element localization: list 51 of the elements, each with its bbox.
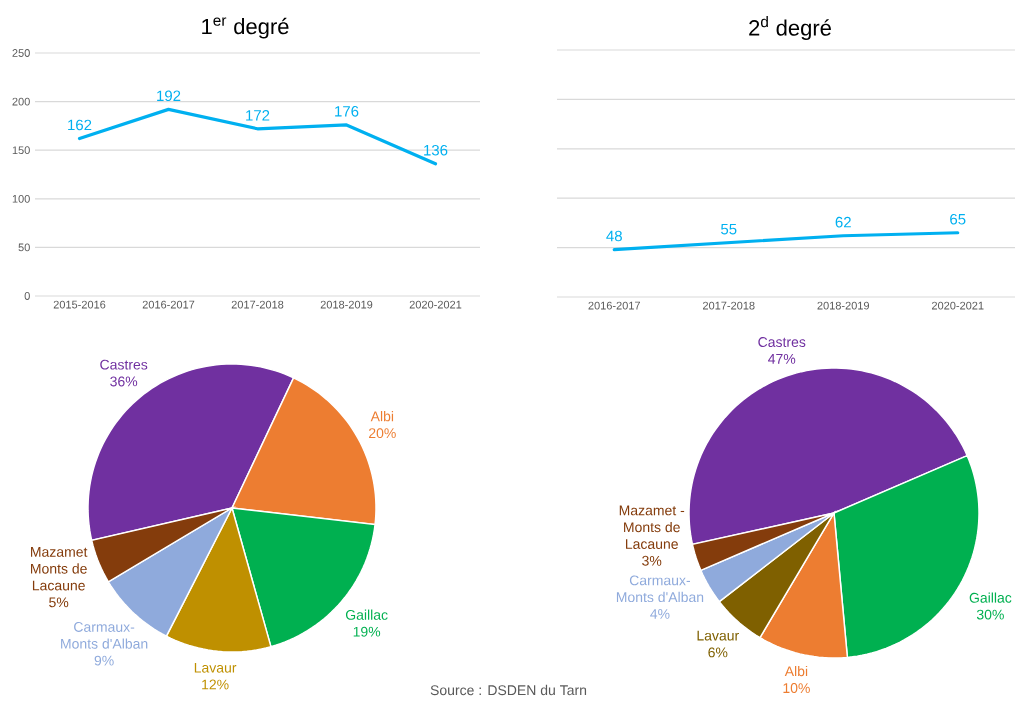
- data-label: 19%: [353, 626, 381, 637]
- data-label: 65: [950, 213, 966, 225]
- data-label: 5%: [49, 597, 69, 608]
- x-tick-label: 2020-2021: [932, 301, 984, 310]
- data-label: 172: [246, 110, 270, 121]
- slice-label: Castres: [758, 337, 806, 348]
- data-label: 62: [835, 216, 851, 228]
- y-tick-label: 250: [12, 49, 30, 57]
- slice-label: Carmaux-Monts d'Alban: [616, 575, 704, 603]
- slice-label: Gaillac: [969, 592, 1012, 603]
- data-label: 3%: [642, 555, 662, 566]
- data-label: 36%: [110, 376, 138, 387]
- x-tick-label: 2015-2016: [53, 300, 106, 309]
- y-tick-label: 150: [12, 146, 30, 155]
- data-label: 9%: [94, 655, 114, 666]
- x-tick-label: 2017-2018: [231, 300, 284, 309]
- data-label: 162: [68, 119, 92, 131]
- x-tick-label: 2018-2019: [320, 300, 373, 309]
- data-label: 4%: [650, 609, 670, 619]
- slice-label: Albi: [784, 665, 808, 677]
- slice-label: Carmaux-Monts d'Alban: [61, 622, 148, 649]
- x-tick-label: 2016-2017: [142, 300, 195, 309]
- slice-label: Mazamet Monts de Lacaune: [31, 547, 88, 591]
- slice-label: Mazamet - Monts de Lacaune: [619, 505, 685, 549]
- chart-title: 1$^{er}$ degré: [202, 17, 289, 39]
- x-tick-label: 2020-2021: [409, 300, 462, 309]
- data-label: 176: [335, 106, 359, 117]
- chart-title: 2$^{d}$ degré: [749, 15, 831, 41]
- y-tick-label: 100: [12, 194, 30, 203]
- y-tick-label: 200: [12, 97, 30, 106]
- data-label: 12%: [202, 679, 229, 690]
- data-label: 136: [424, 144, 448, 156]
- data-label: 48: [606, 230, 622, 242]
- y-tick-label: 0: [24, 292, 30, 300]
- data-label: 55: [721, 223, 737, 235]
- slice-label: Albi: [370, 411, 394, 422]
- data-label: 10%: [783, 683, 810, 694]
- data-label: 47%: [768, 353, 796, 364]
- x-tick-label: 2017-2018: [703, 301, 755, 310]
- data-label: 6%: [708, 647, 728, 658]
- data-label: 192: [157, 90, 181, 102]
- slice-label: Lavaur: [697, 630, 739, 641]
- y-tick-label: 50: [18, 243, 30, 252]
- data-label: 30%: [976, 609, 1004, 620]
- data-label: 20%: [369, 428, 396, 439]
- slice-label: Lavaur: [194, 662, 237, 673]
- slice-label: Castres: [100, 359, 148, 370]
- x-tick-label: 2018-2019: [817, 301, 870, 310]
- x-tick-label: 2016-2017: [588, 301, 640, 310]
- slice-label: Gaillac: [345, 609, 388, 620]
- source-note: Source : DSDEN du Tarn: [430, 684, 587, 696]
